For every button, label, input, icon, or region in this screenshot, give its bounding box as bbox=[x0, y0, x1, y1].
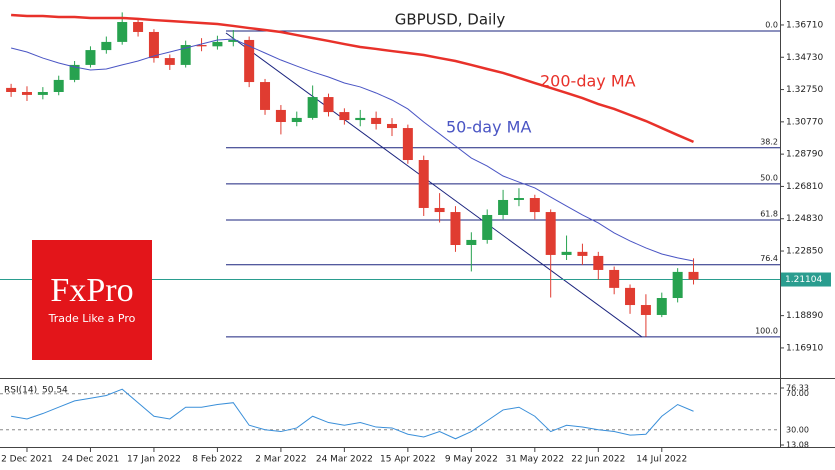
ma-line bbox=[10, 38, 694, 262]
current-price-box bbox=[781, 272, 831, 287]
candle-body bbox=[434, 207, 445, 213]
candle-body bbox=[275, 109, 286, 123]
candle-body bbox=[450, 212, 461, 245]
x-tick-label: 8 Feb 2022 bbox=[192, 455, 242, 465]
candle-body bbox=[386, 123, 397, 129]
rsi-tick-label: 70.00 bbox=[786, 389, 809, 398]
candle-body bbox=[37, 91, 48, 95]
candle-body bbox=[53, 79, 64, 92]
fib-label: 61.8 bbox=[760, 210, 778, 219]
logo: FxPro Trade Like a Pro bbox=[32, 240, 152, 360]
candle-body bbox=[133, 22, 144, 32]
y-tick-label: 1.18890 bbox=[786, 311, 823, 321]
candle-body bbox=[323, 97, 334, 113]
candle-body bbox=[307, 97, 318, 118]
y-tick-label: 1.30770 bbox=[786, 117, 823, 127]
candle-body bbox=[593, 255, 604, 270]
candle-body bbox=[577, 251, 588, 256]
candle-body bbox=[148, 31, 159, 59]
candle-body bbox=[498, 199, 509, 215]
candle-body bbox=[85, 50, 96, 65]
candle-body bbox=[101, 41, 112, 51]
candle-body bbox=[117, 22, 128, 42]
y-tick-label: 1.22850 bbox=[786, 247, 823, 257]
candle-body bbox=[482, 214, 493, 240]
x-tick-label: 14 Jul 2022 bbox=[636, 455, 687, 465]
candle-body bbox=[640, 305, 651, 315]
rsi-tick-label: 76.33 bbox=[786, 384, 809, 393]
candle-body bbox=[21, 91, 32, 95]
candle-body bbox=[339, 112, 350, 121]
candle-body bbox=[418, 160, 429, 208]
candle-body bbox=[180, 45, 191, 65]
y-tick-label: 1.36710 bbox=[786, 20, 823, 30]
candle-body bbox=[672, 271, 683, 299]
rsi-tick-label: 13.08 bbox=[786, 441, 809, 450]
candle-body bbox=[529, 198, 540, 213]
fib-label: 50.0 bbox=[760, 173, 778, 182]
x-tick-label: 31 May 2022 bbox=[505, 455, 564, 465]
candle-body bbox=[69, 64, 80, 80]
candle-body bbox=[513, 198, 524, 200]
ma-label: 200-day MA bbox=[540, 72, 636, 91]
fib-label: 76.4 bbox=[760, 254, 778, 263]
rsi-last-value: 50.54 bbox=[42, 386, 68, 396]
chart-title: GBPUSD, Daily bbox=[395, 11, 506, 29]
fib-label: 38.2 bbox=[760, 137, 778, 146]
current-price-label: 1.21104 bbox=[785, 275, 822, 285]
candle-body bbox=[291, 117, 302, 123]
y-tick-label: 1.24830 bbox=[786, 214, 823, 224]
candle-body bbox=[561, 251, 572, 255]
ma-line bbox=[11, 13, 695, 144]
y-tick-label: 1.28790 bbox=[786, 150, 823, 160]
candle-body bbox=[371, 117, 382, 124]
rsi-line bbox=[11, 388, 694, 440]
y-tick-label: 1.34730 bbox=[786, 53, 823, 63]
candle-body bbox=[164, 58, 175, 65]
x-tick-label: 2 Mar 2022 bbox=[255, 455, 306, 465]
candle-body bbox=[212, 41, 223, 47]
trend-line bbox=[225, 32, 643, 338]
candle-body bbox=[688, 271, 699, 280]
candle-body bbox=[625, 287, 636, 306]
candle-body bbox=[355, 117, 366, 121]
logo-brand: FxPro bbox=[50, 272, 134, 309]
x-tick-label: 24 Dec 2021 bbox=[62, 455, 120, 465]
x-tick-label: 15 Apr 2022 bbox=[380, 455, 436, 465]
x-tick-label: 2 Dec 2021 bbox=[1, 455, 53, 465]
candle-body bbox=[609, 269, 620, 288]
candle-body bbox=[545, 212, 556, 255]
candle-body bbox=[656, 298, 667, 315]
ma-label: 50-day MA bbox=[446, 118, 531, 137]
x-tick-label: 22 Jun 2022 bbox=[571, 455, 625, 465]
candle-body bbox=[228, 39, 239, 42]
y-tick-label: 1.32750 bbox=[786, 85, 823, 95]
y-tick-label: 1.16910 bbox=[786, 343, 823, 353]
x-tick-label: 17 Jan 2022 bbox=[127, 455, 181, 465]
logo-tagline: Trade Like a Pro bbox=[48, 312, 136, 325]
y-tick-label: 1.26810 bbox=[786, 182, 823, 192]
fib-label: 0.0 bbox=[765, 20, 778, 29]
candle-body bbox=[196, 45, 207, 47]
rsi-tick-label: 30.00 bbox=[786, 425, 809, 434]
candle-body bbox=[260, 82, 271, 110]
x-tick-label: 24 Mar 2022 bbox=[316, 455, 373, 465]
candle-body bbox=[6, 87, 17, 92]
rsi-name: RSI(14) bbox=[4, 386, 37, 396]
fib-label: 100.0 bbox=[755, 326, 778, 335]
candle-body bbox=[466, 239, 477, 245]
x-tick-label: 9 May 2022 bbox=[445, 455, 498, 465]
candle-body bbox=[402, 128, 413, 161]
candle-body bbox=[244, 39, 255, 83]
